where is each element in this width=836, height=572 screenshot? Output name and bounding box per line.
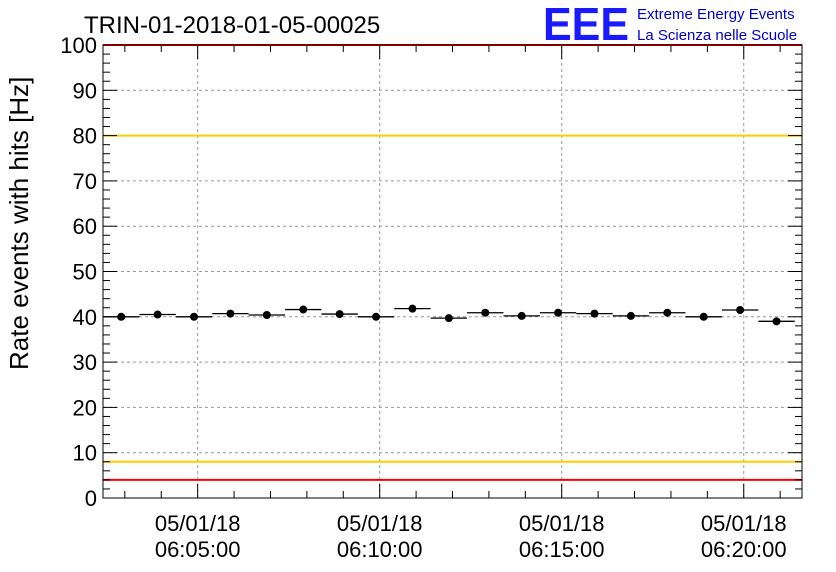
ticks: [103, 44, 802, 499]
data-point: [444, 314, 453, 323]
logo-mark: EEE: [543, 0, 629, 50]
x-tick-date-label: 05/01/18: [155, 511, 241, 536]
x-tick-date-label: 05/01/18: [701, 511, 787, 536]
y-tick-label: 60: [73, 214, 97, 239]
data-point: [262, 310, 271, 319]
eee-logo: EEE Extreme Energy Events La Scienza nel…: [543, 0, 797, 50]
y-tick-label: 20: [73, 395, 97, 420]
data-point: [736, 306, 745, 315]
y-tick-label: 30: [73, 350, 97, 375]
y-tick-labels: 0 10 20 30 40 50 60 70 80 90 100: [60, 33, 97, 511]
x-tick-time-label: 06:05:00: [155, 537, 241, 562]
data-point: [517, 311, 526, 320]
reference-lines: [103, 44, 802, 481]
data-point: [590, 309, 599, 318]
data-point: [335, 310, 344, 319]
x-tick-date-label: 05/01/18: [337, 511, 423, 536]
data-point: [663, 308, 672, 317]
data-point: [299, 305, 308, 314]
x-tick-time-label: 06:20:00: [701, 537, 787, 562]
data-point: [372, 312, 381, 321]
data-point: [117, 312, 126, 321]
data-point: [408, 304, 417, 313]
data-point: [190, 312, 199, 321]
y-tick-label: 50: [73, 260, 97, 285]
data-point: [226, 309, 235, 318]
data-point: [772, 317, 781, 326]
y-tick-label: 10: [73, 441, 97, 466]
x-tick-time-label: 06:15:00: [519, 537, 605, 562]
data-point: [699, 312, 708, 321]
grid: [103, 45, 802, 498]
data-point: [153, 310, 162, 319]
y-tick-label: 100: [60, 33, 97, 58]
y-tick-label: 90: [73, 78, 97, 103]
y-tick-label: 70: [73, 169, 97, 194]
data-point: [554, 308, 563, 317]
y-tick-label: 0: [85, 486, 97, 511]
data-points: [103, 304, 795, 326]
y-axis-title: Rate events with hits [Hz]: [4, 77, 34, 370]
chart-title: TRIN-01-2018-01-05-00025: [84, 12, 380, 39]
x-tick-date-label: 05/01/18: [519, 511, 605, 536]
y-tick-label: 40: [73, 305, 97, 330]
x-tick-labels: 05/01/1806:05:0005/01/1806:10:0005/01/18…: [155, 511, 787, 562]
x-tick-time-label: 06:10:00: [337, 537, 423, 562]
logo-line2: La Scienza nelle Scuole: [637, 27, 797, 44]
data-point: [481, 308, 490, 317]
logo-line1: Extreme Energy Events: [637, 6, 795, 23]
data-point: [626, 311, 635, 320]
y-tick-label: 80: [73, 124, 97, 149]
